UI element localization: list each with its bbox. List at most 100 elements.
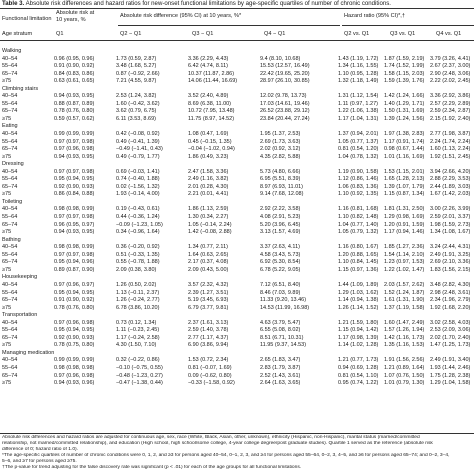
table-cell: 1.87 (1.59, 2.19) <box>384 55 425 62</box>
table-cell: 2.49 (1.91, 3.40) <box>430 357 471 364</box>
table-cell: 1.50 (1.31, 1.69) <box>384 108 425 115</box>
table-row: 65–74 0.97 (0.96, 0.98) −0.49 (−1.41, 0.43… <box>0 146 474 154</box>
table-cell: 1.21 (0.89, 1.64) <box>384 364 425 371</box>
table-row: 55–64 0.95 (0.94, 0.95) 1.11 (−0.23, 2.45)… <box>0 327 474 335</box>
table-cell: 2.92 (2.22, 3.58) <box>260 206 301 213</box>
table-cell: 1.32 (1.18, 1.49) <box>338 78 379 85</box>
table-cell: 3.37 (2.63, 4.11) <box>260 244 300 251</box>
table-cell: 1.34 (1.08, 1.67) <box>430 229 471 236</box>
age-stratum-cell: ≥75 <box>2 304 12 311</box>
table-cell: 23.84 (20.44, 27.24) <box>260 115 310 122</box>
table-cell: 1.16 (0.81, 1.68) <box>338 206 379 213</box>
table-cell: 2.49 (1.91, 3.25) <box>430 251 471 258</box>
table-row: 65–74 0.84 (0.83, 0.86) 0.87 (−0.92, 2.66)… <box>0 71 474 79</box>
table-cell: 1.07 (0.76, 1.50) <box>384 372 425 379</box>
table-cell: 0.98 (0.98, 0.99) <box>54 206 95 213</box>
age-stratum-cell: 55–64 <box>2 100 18 107</box>
table-cell: 1.60 (1.13, 2.24) <box>430 146 471 153</box>
table-cell: 0.95 (0.94, 0.95) <box>54 289 95 296</box>
table-cell: 2.21 (0.01, 4.41) <box>188 191 229 198</box>
table-cell: 1.05 (−0.14, 2.24) <box>188 221 232 228</box>
table-cell: 1.20 (0.91, 1.59) <box>384 221 425 228</box>
table-cell: 1.30 (0.34, 2.27) <box>188 214 229 221</box>
age-stratum-cell: 65–74 <box>2 334 18 341</box>
table-cell: 4.08 (2.91, 5.23) <box>260 214 301 221</box>
age-stratum-cell: 40–54 <box>2 357 18 364</box>
age-stratum-cell: 55–64 <box>2 214 18 221</box>
table-row: ≥75 0.59 (0.57, 0.62) 6.11 (3.53, 8.69) 11.… <box>0 116 474 124</box>
table-cell: 2.39 (1.27, 3.51) <box>188 289 229 296</box>
table-cell: 0.81 (−0.07, 1.69) <box>188 364 232 371</box>
table-row: 40–54 0.96 (0.95, 0.96) 1.73 (0.59, 2.87) 3… <box>0 56 474 64</box>
age-stratum-cell: 65–74 <box>2 259 18 266</box>
table-row: 65–74 0.92 (0.90, 0.93) 0.02 (−1.56, 1.32)… <box>0 184 474 192</box>
table-cell: 1.93 (−0.14, 4.00) <box>116 191 160 198</box>
group-row: Housekeeping <box>0 274 474 282</box>
table-row: 55–64 0.95 (0.94, 0.95) 0.74 (−0.40, 1.88)… <box>0 176 474 184</box>
header-hazard-ratio: Hazard ratio (95% CI)*,† <box>344 13 405 19</box>
table-cell: 0.86 (0.84, 0.88) <box>54 191 95 198</box>
age-stratum-cell: 65–74 <box>2 297 18 304</box>
header-q2-q1: Q2 − Q1 <box>120 31 142 37</box>
table-row: ≥75 0.78 (0.75, 0.80) 4.30 (1.50, 7.10) 6.9… <box>0 342 474 350</box>
header-abs-risk-2: 10 years, % <box>56 17 86 23</box>
age-stratum-cell: 40–54 <box>2 93 18 100</box>
table-cell: 1.58 (1.15, 2.03) <box>384 70 425 77</box>
table-cell: 2.34 (1.96, 2.79) <box>430 297 471 304</box>
table-cell: 17.03 (14.61, 19.46) <box>260 100 310 107</box>
table-cell: −0.47 (−1.38, 0.44) <box>116 380 163 387</box>
table-cell: 3.48 (2.82, 4.30) <box>430 281 471 288</box>
group-row: Dressing <box>0 161 474 169</box>
age-stratum-cell: 40–54 <box>2 131 18 138</box>
table-cell: 1.26 (−0.24, 2.77) <box>116 297 160 304</box>
table-cell: 3.48 (1.68, 5.27) <box>116 63 157 70</box>
table-row: 40–54 0.97 (0.96, 0.98) 0.73 (0.12, 1.34) 2… <box>0 320 474 328</box>
table-cell: 1.17 (0.91, 1.74) <box>384 138 425 145</box>
table-cell: 1.34 (0.77, 2.11) <box>188 244 228 251</box>
table-row: 40–54 0.94 (0.93, 0.95) 2.53 (1.24, 3.82) 3… <box>0 93 474 101</box>
table-title: Absolute risk differences and hazard rat… <box>25 0 391 7</box>
age-stratum-cell: 40–54 <box>2 244 18 251</box>
table-cell: 1.35 (1.16, 1.53) <box>384 342 425 349</box>
table-cell: 1.15 (0.94, 1.42) <box>338 327 379 334</box>
table-cell: 11.75 (8.97, 14.52) <box>188 115 235 122</box>
table-cell: 1.26 (1.14, 1.52) <box>338 304 379 311</box>
table-cell: 2.09 (0.38, 3.80) <box>116 266 157 273</box>
table-cell: 0.74 (−0.40, 1.88) <box>116 176 160 183</box>
table-cell: −0.33 (−1.58, 0.92) <box>188 380 235 387</box>
table-cell: 5.19 (3.45, 6.93) <box>188 297 229 304</box>
table-cell: 0.69 (−0.03, 1.41) <box>116 168 160 175</box>
header-q4-vs-q1: Q4 vs. Q1 <box>436 31 462 37</box>
age-stratum-cell: 55–64 <box>2 289 18 296</box>
table-cell: 0.98 (0.98, 0.98) <box>54 364 95 371</box>
age-stratum-cell: 65–74 <box>2 146 18 153</box>
table-cell: 3.13 (1.57, 4.69) <box>260 229 301 236</box>
table-cell: 0.97 (0.97, 0.98) <box>54 214 95 221</box>
table-cell: 1.15 (0.87, 1.34) <box>384 191 425 198</box>
table-cell: 0.78 (0.75, 0.80) <box>54 342 95 349</box>
table-cell: 0.97 (0.97, 0.98) <box>54 138 95 145</box>
table-cell: 1.42 (1.16, 1.73) <box>384 334 425 341</box>
age-stratum-cell: ≥75 <box>2 191 12 198</box>
table-cell: −0.10 (−0.75, 0.55) <box>116 364 163 371</box>
table-cell: 0.55 (−0.78, 1.88) <box>116 259 160 266</box>
table-cell: 1.10 (0.82, 1.48) <box>338 214 379 221</box>
table-cell: 1.92 (1.68, 2.20) <box>430 304 471 311</box>
table-cell: 1.95 (1.37, 2.53) <box>260 131 301 138</box>
header-q2-vs-q1: Q2 vs. Q1 <box>344 31 370 37</box>
table-cell: 2.64 (1.63, 3.65) <box>260 380 301 387</box>
table-row: 65–74 0.97 (0.96, 0.98) −0.48 (−1.23, 0.27… <box>0 373 474 381</box>
table-cell: 1.83 (1.56, 2.15) <box>430 266 471 273</box>
table-cell: 1.10 (0.84, 1.45) <box>338 259 379 266</box>
table-row: ≥75 0.78 (0.76, 0.80) 6.78 (3.86, 10.20) 6.… <box>0 305 474 313</box>
table-cell: 2.09 (0.43, 5.00) <box>188 266 229 273</box>
table-cell: 3.24 (2.44, 4.31) <box>430 244 471 251</box>
age-stratum-cell: 40–54 <box>2 281 18 288</box>
group-name: Dressing <box>2 161 24 168</box>
age-stratum-cell: ≥75 <box>2 342 12 349</box>
table-cell: 1.31 (1.12, 1.54) <box>338 93 379 100</box>
table-cell: 8.46 (7.03, 9.89) <box>260 289 301 296</box>
table-row: 40–54 0.98 (0.98, 0.99) 0.36 (−0.20, 0.92)… <box>0 244 474 252</box>
table-cell: 2.65 (1.83, 3.47) <box>260 357 301 364</box>
table-cell: 0.94 (0.93, 0.95) <box>54 153 95 160</box>
